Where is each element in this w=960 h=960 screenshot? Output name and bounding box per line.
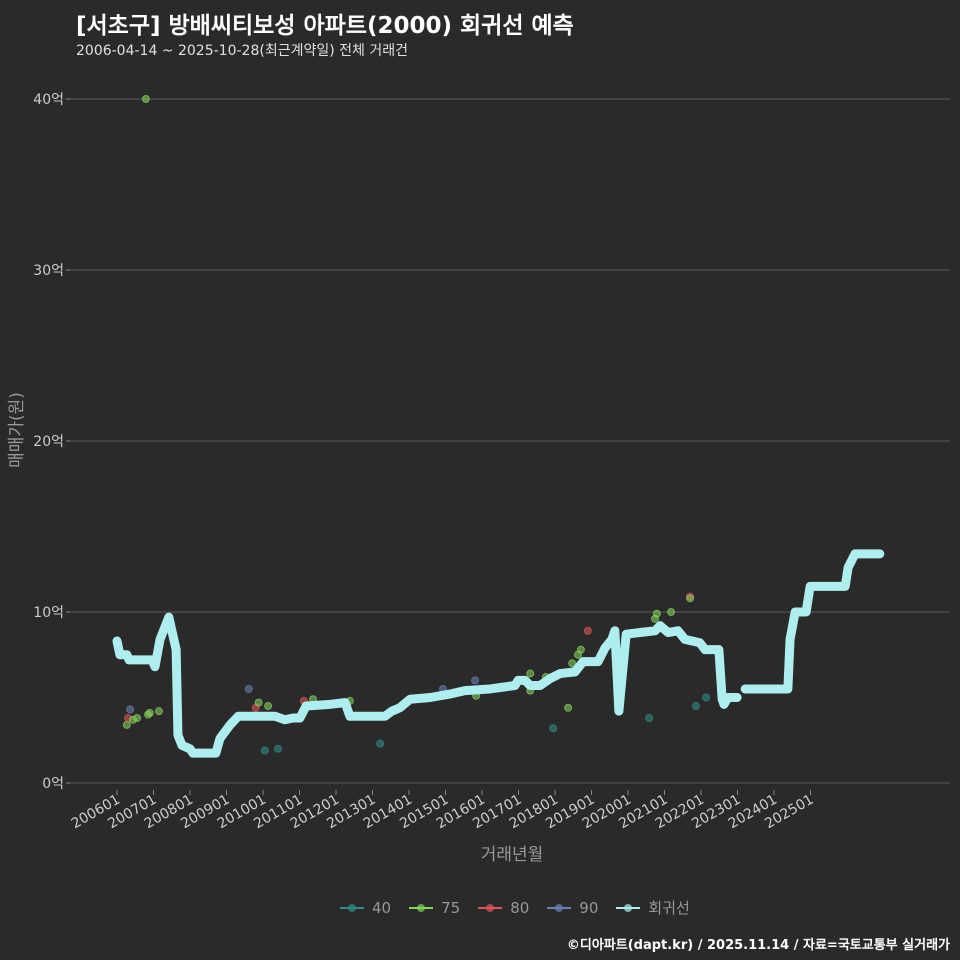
data-point-40 xyxy=(273,744,282,753)
data-point-75 xyxy=(133,714,142,723)
data-point-75 xyxy=(154,707,163,716)
legend-label: 80 xyxy=(510,898,530,917)
legend-label: 40 xyxy=(372,898,392,917)
data-point-90 xyxy=(244,684,253,693)
legend-label: 회귀선 xyxy=(648,899,690,917)
regression-line xyxy=(112,612,742,758)
legend-item-회귀선: 회귀선 xyxy=(616,897,690,918)
x-axis-label: 거래년월 xyxy=(481,845,544,865)
legend-item-40: 40 xyxy=(340,899,391,917)
legend: 40 75 80 90 회귀선 xyxy=(340,897,690,918)
legend-label: 90 xyxy=(579,898,599,917)
legend-item-75: 75 xyxy=(409,899,460,917)
data-point-40 xyxy=(645,714,654,723)
y-axis-label: 매매가(원) xyxy=(7,392,27,468)
legend-label: 75 xyxy=(441,898,461,917)
y-tick-label: 40억 xyxy=(33,92,64,108)
data-point-75 xyxy=(141,95,150,103)
y-tick-label: 30억 xyxy=(33,263,64,279)
data-point-40 xyxy=(260,746,269,755)
data-point-75 xyxy=(264,702,273,711)
data-point-40 xyxy=(549,724,558,733)
legend-swatch-icon xyxy=(547,903,572,912)
data-point-75 xyxy=(568,659,577,668)
data-point-90 xyxy=(126,705,135,714)
chart-subtitle: 2006-04-14 ~ 2025-10-28(최근계약일) 전체 거래건 xyxy=(76,43,408,59)
footer-credit: ©디아파트(dapt.kr) / 2025.11.14 / 자료=국토교통부 실… xyxy=(566,938,950,953)
data-point-75 xyxy=(686,594,695,603)
legend-item-90: 90 xyxy=(547,899,598,917)
data-point-40 xyxy=(702,693,711,702)
data-point-75 xyxy=(122,720,131,729)
data-point-75 xyxy=(564,703,573,712)
y-tick-label: 0억 xyxy=(42,776,64,792)
legend-swatch-icon xyxy=(409,903,434,912)
legend-swatch-icon xyxy=(478,903,503,912)
data-point-40 xyxy=(691,702,700,711)
chart-title: [서초구] 방배씨티보성 아파트(2000) 회귀선 예측 xyxy=(76,13,574,39)
y-tick-label: 10억 xyxy=(33,605,64,621)
data-point-90 xyxy=(471,676,480,685)
data-point-75 xyxy=(526,669,535,678)
data-point-75 xyxy=(254,698,263,707)
y-tick-label: 20억 xyxy=(33,434,64,450)
legend-swatch-icon xyxy=(616,903,641,912)
data-point-75 xyxy=(652,609,661,618)
regression-line xyxy=(740,549,885,694)
legend-swatch-icon xyxy=(340,903,364,912)
data-point-75 xyxy=(145,708,154,717)
data-point-75 xyxy=(667,608,676,616)
data-point-80 xyxy=(583,626,592,635)
legend-item-80: 80 xyxy=(478,899,529,917)
data-point-75 xyxy=(576,645,585,654)
data-point-40 xyxy=(376,739,385,748)
